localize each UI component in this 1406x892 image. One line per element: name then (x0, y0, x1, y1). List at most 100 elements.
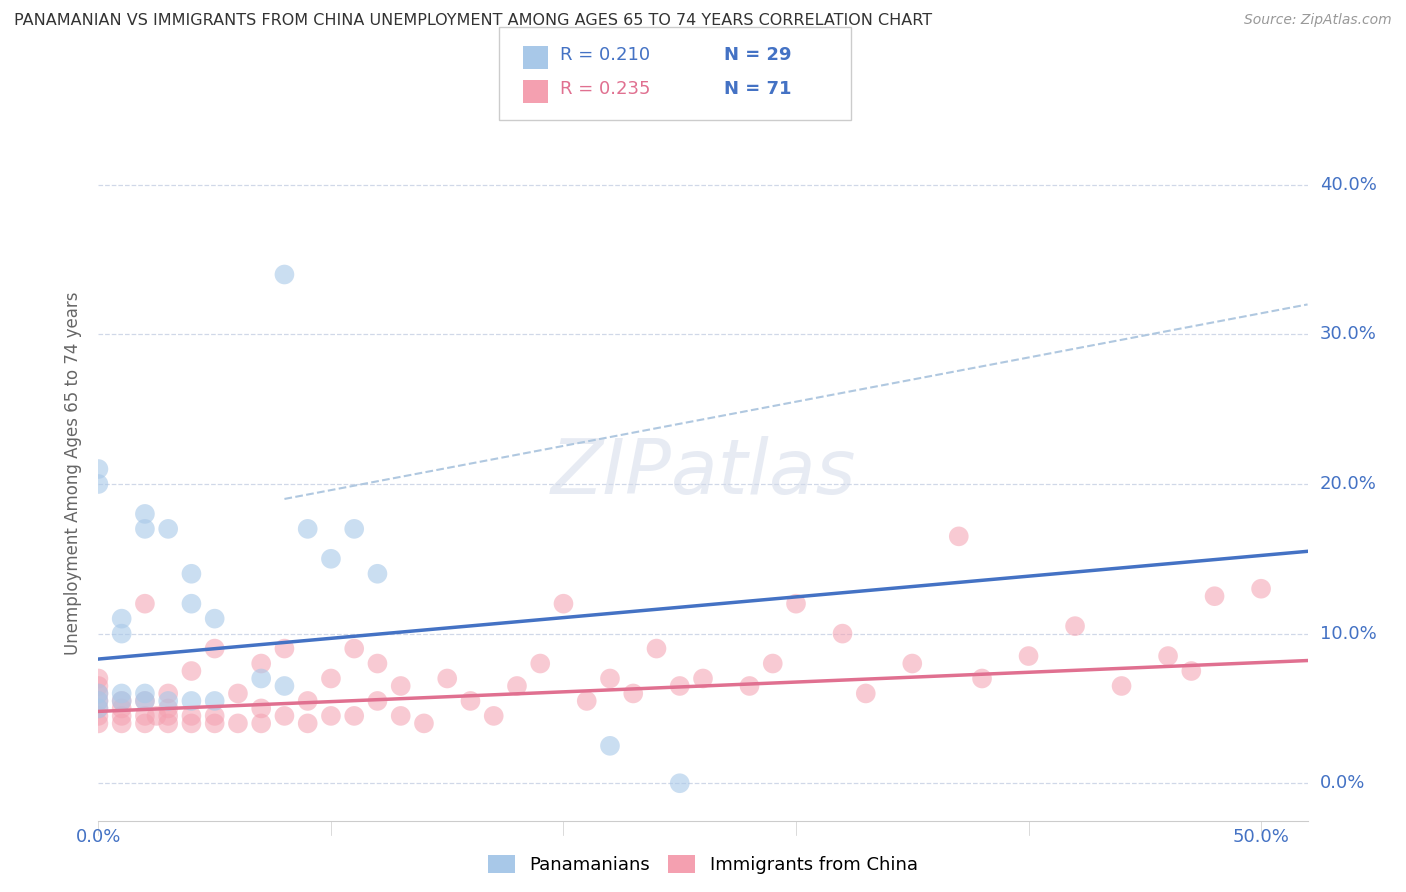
Point (599, 672, 621, 686)
Point (111, 694, 134, 708)
Point (226, 716, 249, 731)
Point (250, 701, 273, 715)
Point (87, 701, 110, 715)
Point (204, 716, 226, 731)
Point (87, 679, 110, 693)
Point (180, 709, 202, 723)
Point (1204, 589, 1226, 603)
Point (157, 522, 180, 536)
Legend: Panamanians, Immigrants from China: Panamanians, Immigrants from China (481, 847, 925, 881)
Point (180, 716, 202, 731)
Point (157, 716, 180, 731)
Point (901, 657, 924, 671)
Text: 40.0%: 40.0% (1320, 176, 1376, 194)
Point (1064, 619, 1087, 633)
Point (297, 716, 319, 731)
Point (1180, 664, 1202, 678)
Point (134, 709, 156, 723)
Point (111, 701, 134, 715)
Point (1157, 648, 1180, 663)
Point (645, 641, 668, 656)
Point (855, 686, 877, 700)
Point (273, 641, 295, 656)
Point (389, 679, 412, 693)
Point (366, 657, 388, 671)
Point (87, 694, 110, 708)
Point (668, 679, 690, 693)
Point (785, 597, 807, 611)
Point (692, 672, 714, 686)
Point (366, 694, 388, 708)
Point (948, 529, 970, 543)
Point (87, 701, 110, 715)
Text: N = 71: N = 71 (724, 80, 792, 98)
Point (157, 701, 180, 715)
Point (273, 268, 295, 282)
Point (134, 694, 156, 708)
Point (460, 694, 482, 708)
Point (250, 657, 273, 671)
Point (482, 709, 505, 723)
Point (506, 679, 529, 693)
Point (204, 694, 226, 708)
Text: R = 0.235: R = 0.235 (560, 80, 650, 98)
Point (250, 716, 273, 731)
Text: 0.0%: 0.0% (1320, 774, 1365, 792)
Point (134, 522, 156, 536)
Point (134, 686, 156, 700)
Point (111, 686, 134, 700)
Point (87, 686, 110, 700)
Point (529, 657, 551, 671)
Text: 30.0%: 30.0% (1320, 326, 1376, 343)
Point (389, 709, 412, 723)
Point (111, 694, 134, 708)
Point (319, 551, 342, 566)
Point (204, 612, 226, 626)
Text: 10.0%: 10.0% (1320, 624, 1376, 642)
Point (180, 566, 202, 581)
Point (87, 462, 110, 476)
Point (111, 626, 134, 640)
Point (1250, 582, 1272, 596)
Point (87, 672, 110, 686)
Point (111, 612, 134, 626)
Text: PANAMANIAN VS IMMIGRANTS FROM CHINA UNEMPLOYMENT AMONG AGES 65 TO 74 YEARS CORRE: PANAMANIAN VS IMMIGRANTS FROM CHINA UNEM… (14, 13, 932, 29)
Point (343, 709, 366, 723)
Point (157, 709, 180, 723)
Point (273, 709, 295, 723)
Point (157, 694, 180, 708)
Point (157, 686, 180, 700)
Text: R = 0.210: R = 0.210 (560, 46, 650, 64)
Point (87, 477, 110, 491)
Point (134, 694, 156, 708)
Point (273, 679, 295, 693)
Text: ZIPatlas: ZIPatlas (550, 436, 856, 509)
Text: 20.0%: 20.0% (1320, 475, 1376, 493)
Point (134, 507, 156, 521)
Text: Source: ZipAtlas.com: Source: ZipAtlas.com (1244, 13, 1392, 28)
Point (366, 566, 388, 581)
Point (250, 672, 273, 686)
Point (831, 626, 853, 640)
Point (319, 672, 342, 686)
Point (575, 694, 598, 708)
Point (413, 716, 436, 731)
Point (87, 709, 110, 723)
Point (87, 694, 110, 708)
Point (111, 716, 134, 731)
Point (134, 597, 156, 611)
Point (204, 641, 226, 656)
Point (319, 709, 342, 723)
Point (599, 739, 621, 753)
Point (436, 672, 458, 686)
Text: 50.0%: 50.0% (1233, 828, 1289, 846)
Point (226, 686, 249, 700)
Point (668, 776, 690, 790)
Point (111, 709, 134, 723)
Point (553, 597, 575, 611)
Point (180, 694, 202, 708)
Point (145, 709, 167, 723)
Point (343, 641, 366, 656)
Point (1111, 679, 1133, 693)
Y-axis label: Unemployment Among Ages 65 to 74 years: Unemployment Among Ages 65 to 74 years (65, 291, 83, 655)
